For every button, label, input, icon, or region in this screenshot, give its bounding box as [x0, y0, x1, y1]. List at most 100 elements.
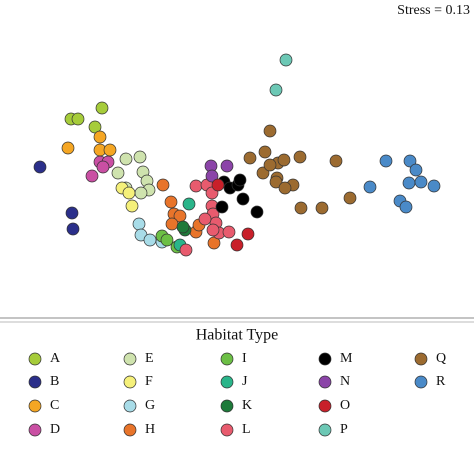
point: [66, 222, 80, 236]
point: [207, 236, 221, 250]
point: [134, 186, 148, 200]
point: [111, 166, 125, 180]
point: [379, 154, 393, 168]
point: [179, 243, 193, 257]
legend-marker: [123, 375, 137, 389]
point: [399, 200, 413, 214]
point: [156, 178, 170, 192]
legend-marker: [28, 352, 42, 366]
stress-annotation: Stress = 0.13: [397, 3, 470, 18]
legend-marker: [123, 423, 137, 437]
point: [269, 83, 283, 97]
point: [315, 201, 329, 215]
legend-marker: [220, 375, 234, 389]
point: [409, 163, 423, 177]
point: [220, 159, 234, 173]
legend-marker: [220, 423, 234, 437]
point: [143, 233, 157, 247]
point: [164, 195, 178, 209]
legend-label: K: [242, 398, 252, 413]
point: [250, 205, 264, 219]
point: [103, 143, 117, 157]
legend-marker: [28, 423, 42, 437]
point: [160, 233, 174, 247]
point: [402, 176, 416, 190]
legend-label: M: [340, 351, 353, 366]
legend-marker: [123, 399, 137, 413]
legend-label: H: [145, 422, 155, 437]
legend-label: O: [340, 398, 350, 413]
point: [241, 227, 255, 241]
legend-label: I: [242, 351, 247, 366]
point: [198, 212, 212, 226]
point: [233, 173, 247, 187]
point: [96, 160, 110, 174]
point: [427, 179, 441, 193]
point: [65, 206, 79, 220]
legend-marker: [414, 352, 428, 366]
point: [293, 150, 307, 164]
legend-label: N: [340, 374, 350, 389]
point: [206, 223, 220, 237]
legend-title: Habitat Type: [196, 327, 279, 344]
point: [211, 178, 225, 192]
legend-label: R: [436, 374, 446, 389]
point: [243, 151, 257, 165]
point: [236, 192, 250, 206]
point: [414, 175, 428, 189]
point: [95, 101, 109, 115]
point: [222, 225, 236, 239]
point: [256, 166, 270, 180]
point: [263, 124, 277, 138]
point: [93, 130, 107, 144]
legend-label: D: [50, 422, 60, 437]
point: [88, 120, 102, 134]
point: [133, 150, 147, 164]
point: [269, 175, 283, 189]
point: [258, 145, 272, 159]
legend-label: F: [145, 374, 153, 389]
point: [189, 179, 203, 193]
point: [205, 169, 219, 183]
point: [33, 160, 47, 174]
legend-marker: [220, 399, 234, 413]
legend-label: L: [242, 422, 251, 437]
point: [165, 217, 179, 231]
point: [363, 180, 377, 194]
legend-marker: [220, 352, 234, 366]
point: [125, 199, 139, 213]
point: [71, 112, 85, 126]
legend-label: E: [145, 351, 154, 366]
point: [329, 154, 343, 168]
legend-marker: [123, 352, 137, 366]
point: [176, 220, 190, 234]
point: [119, 152, 133, 166]
point: [343, 191, 357, 205]
legend-label: Q: [436, 351, 446, 366]
point: [403, 154, 417, 168]
point: [132, 217, 146, 231]
point: [263, 158, 277, 172]
legend-marker: [318, 423, 332, 437]
legend-label: B: [50, 374, 59, 389]
point: [122, 186, 136, 200]
point: [85, 169, 99, 183]
legend-label: A: [50, 351, 61, 366]
legend-label: G: [145, 398, 155, 413]
legend-marker: [318, 399, 332, 413]
legend-marker: [28, 399, 42, 413]
point: [294, 201, 308, 215]
legend-marker: [318, 375, 332, 389]
point: [61, 141, 75, 155]
point: [215, 200, 229, 214]
point: [182, 197, 196, 211]
legend-label: C: [50, 398, 59, 413]
point: [279, 53, 293, 67]
point: [277, 153, 291, 167]
legend-label: J: [242, 374, 248, 389]
legend-marker: [318, 352, 332, 366]
legend-marker: [28, 375, 42, 389]
point: [278, 181, 292, 195]
point: [230, 238, 244, 252]
